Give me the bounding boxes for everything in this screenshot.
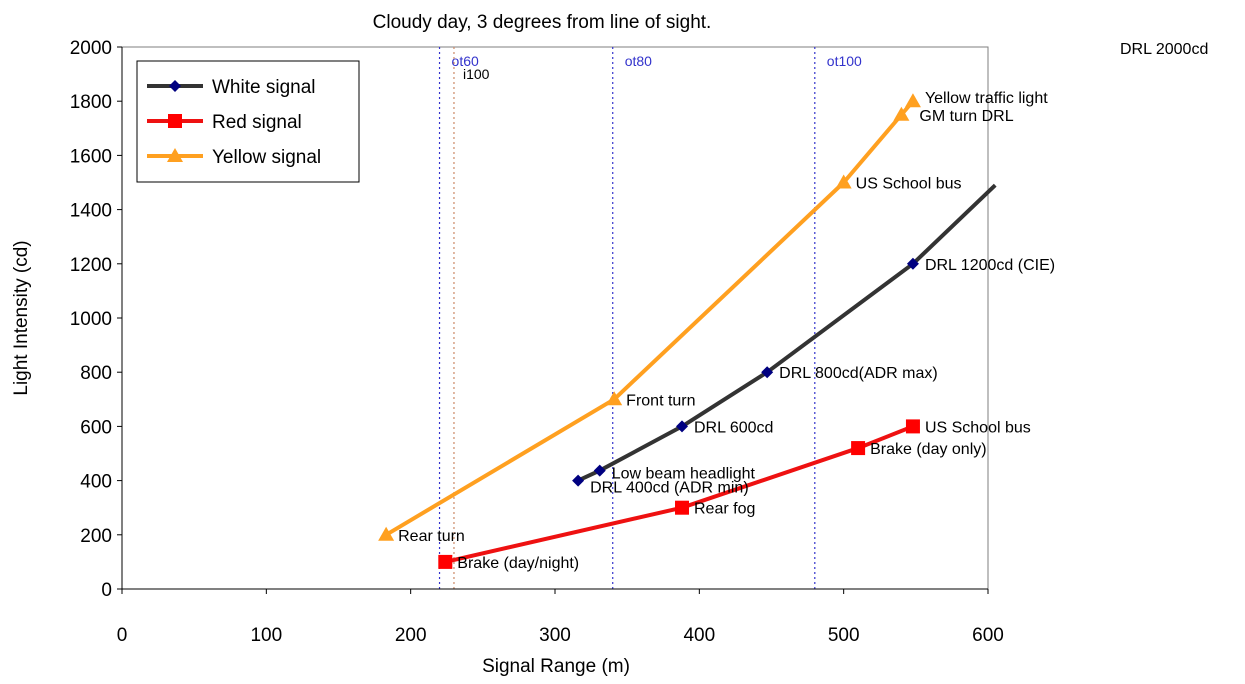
yellow-signal-marker bbox=[904, 93, 921, 108]
red-signal-marker bbox=[905, 419, 920, 434]
y-tick-label: 200 bbox=[80, 526, 112, 547]
yellow-signal-marker bbox=[378, 526, 395, 541]
yellow-signal-point-label: Front turn bbox=[626, 392, 695, 409]
white-signal-point-label: DRL 400cd (ADR min) bbox=[590, 480, 749, 497]
axes: 0 200 400 600 800 1000 1200 1400 1600 1800 2000 0 10… bbox=[70, 38, 1004, 646]
yellow-signal-point-label: Yellow traffic light bbox=[925, 90, 1048, 107]
y-tick-label: 0 bbox=[101, 580, 112, 601]
yellow-signal-point-label: GM turn DRL bbox=[919, 108, 1013, 125]
drl-2000cd-annotation: DRL 2000cd bbox=[1120, 41, 1208, 58]
y-tick-label: 600 bbox=[80, 417, 112, 438]
white-signal-point-label: DRL 1200cd (CIE) bbox=[925, 257, 1055, 274]
y-tick-label: 1200 bbox=[70, 255, 112, 276]
red-signal-marker bbox=[438, 554, 453, 569]
white-signal-point-label: Low beam headlight bbox=[612, 466, 756, 483]
reference-label-ot100: ot100 bbox=[827, 53, 862, 69]
y-tick-label: 1600 bbox=[70, 146, 112, 167]
y-tick-label: 400 bbox=[80, 472, 112, 493]
y-tick-label: 1800 bbox=[70, 92, 112, 113]
y-axis-label: Light Intensity (cd) bbox=[11, 240, 32, 395]
yellow-signal-marker bbox=[893, 106, 910, 121]
x-tick-label: 500 bbox=[828, 625, 860, 646]
x-tick-label: 0 bbox=[117, 625, 128, 646]
y-tick-label: 2000 bbox=[70, 38, 112, 59]
legend-swatch-marker bbox=[167, 148, 183, 162]
yellow-signal-marker bbox=[835, 174, 852, 189]
white-signal-marker bbox=[593, 464, 606, 477]
reference-label-ot80: ot80 bbox=[625, 53, 652, 69]
reference-label-i100: i100 bbox=[463, 66, 490, 82]
red-signal-marker bbox=[851, 441, 866, 456]
white-signal-marker bbox=[761, 366, 774, 379]
white-signal-marker bbox=[676, 420, 689, 433]
legend-label: White signal bbox=[212, 77, 316, 98]
y-tick-label: 1000 bbox=[70, 309, 112, 330]
red-signal-point-label: Rear fog bbox=[694, 501, 755, 518]
x-tick-label: 600 bbox=[972, 625, 1004, 646]
white-signal-marker bbox=[906, 257, 919, 270]
red-signal-point-label: Brake (day/night) bbox=[457, 555, 579, 572]
legend-label: Red signal bbox=[212, 112, 302, 133]
x-tick-label: 200 bbox=[395, 625, 427, 646]
x-tick-label: 400 bbox=[683, 625, 715, 646]
yellow-signal-point-label: US School bus bbox=[856, 176, 962, 193]
x-tick-label: 300 bbox=[539, 625, 571, 646]
chart-title: Cloudy day, 3 degrees from line of sight… bbox=[373, 12, 712, 33]
x-tick-label: 100 bbox=[250, 625, 282, 646]
red-signal-marker bbox=[675, 500, 690, 515]
point-labels: DRL 400cd (ADR min)Low beam headlight DRL… bbox=[398, 90, 1055, 572]
series-group bbox=[378, 93, 997, 569]
y-tick-label: 1400 bbox=[70, 201, 112, 222]
yellow-signal-point-label: Rear turn bbox=[398, 528, 465, 545]
white-signal-marker bbox=[572, 474, 585, 487]
legend: White signal Red signal Yellow signal bbox=[136, 60, 360, 183]
red-signal-point-label: Brake (day only) bbox=[870, 441, 987, 458]
legend-label: Yellow signal bbox=[212, 147, 321, 168]
red-signal-line bbox=[444, 424, 914, 564]
legend-swatch-marker bbox=[168, 114, 182, 128]
reference-label-ot60: ot60 bbox=[452, 53, 479, 69]
legend-swatch-marker bbox=[169, 80, 181, 92]
yellow-signal-marker bbox=[606, 391, 623, 406]
white-signal-point-label: DRL 600cd bbox=[694, 419, 773, 436]
white-signal-point-label: DRL 800cd(ADR max) bbox=[779, 365, 938, 382]
y-tick-label: 800 bbox=[80, 363, 112, 384]
x-axis-label: Signal Range (m) bbox=[482, 656, 630, 677]
red-signal-point-label: US School bus bbox=[925, 419, 1031, 436]
